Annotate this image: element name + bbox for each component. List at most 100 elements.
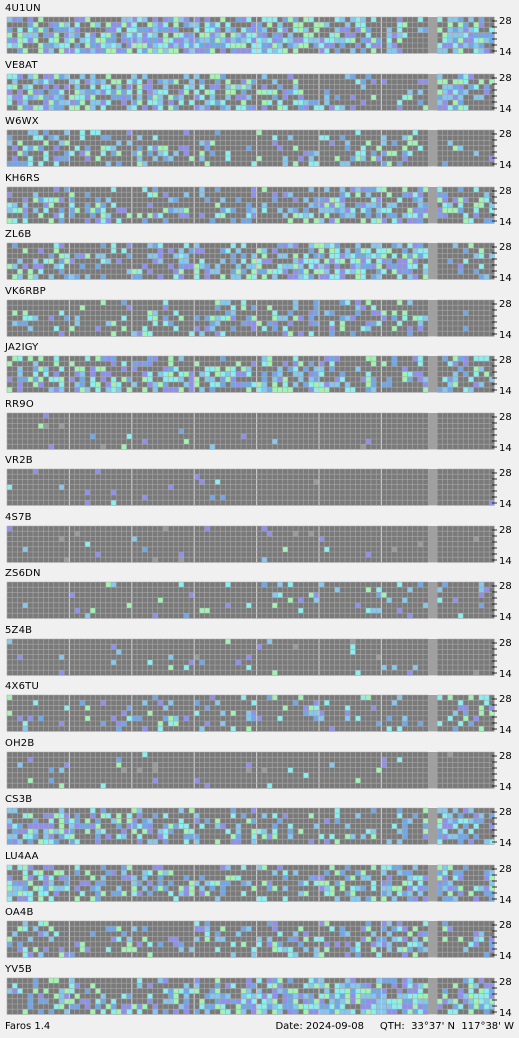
signal-cell [111,43,117,49]
signal-cell [287,17,293,23]
signal-cell [142,83,148,90]
signal-cell [267,936,273,942]
signal-cell [189,37,195,43]
signal-cell [183,839,189,845]
signal-cell [194,880,200,886]
signal-cell [69,104,75,110]
signal-cell [412,356,418,362]
axis-label-bottom: 14 [499,104,512,115]
signal-cell [282,269,288,275]
signal-cell [355,202,361,208]
signal-cell [442,808,448,814]
signal-cell [484,695,490,701]
signal-cell [272,43,278,49]
signal-cell [371,880,377,886]
grid-divider [428,73,438,110]
signal-cell [163,376,169,382]
signal-cell [230,258,236,264]
signal-cell [350,643,356,649]
signal-cell [152,695,158,701]
signal-cell [235,104,241,110]
signal-cell [173,721,179,727]
signal-cell [157,880,163,886]
beacon-panel: 28 14 VE8AT [0,59,519,116]
signal-cell [199,78,205,84]
signal-cell [458,37,464,43]
signal-cell [38,145,44,151]
signal-cell [163,525,169,531]
signal-cell [43,885,49,891]
signal-cell [256,382,262,388]
signal-cell [371,705,377,711]
signal-cell [79,941,85,947]
signal-cell [178,263,184,269]
signal-cell [220,890,226,896]
signal-cell [365,387,371,393]
signal-cell [173,823,179,829]
signal-cell [463,78,469,84]
signal-cell [95,89,101,95]
signal-cell [402,715,408,721]
signal-cell [371,78,377,84]
signal-cell [397,885,403,891]
signal-cell [402,253,408,259]
signal-cell [126,243,132,249]
signal-cell [261,813,267,819]
signal-cell [484,371,490,377]
signal-cell [391,700,397,706]
signal-cell [48,443,54,449]
signal-cell [360,217,366,223]
signal-cell [251,48,257,54]
signal-cell [313,382,319,388]
signal-cell [423,936,429,942]
signal-cell [468,376,474,382]
signal-cell [43,839,49,845]
signal-cell [437,890,443,896]
signal-cell [168,721,174,727]
signal-cell [194,936,200,942]
signal-cell [489,890,495,896]
signal-cell [43,834,49,840]
signal-cell [17,366,23,372]
signal-cell [152,309,158,316]
signal-cell [287,191,293,197]
signal-cell [355,43,361,49]
signal-cell [350,37,356,43]
signal-cell [447,104,453,110]
axis-label-top: 28 [499,16,512,27]
signal-cell [48,315,54,321]
signal-cell [478,202,484,208]
signal-cell [152,43,158,49]
signal-cell [298,695,304,701]
signal-cell [131,269,137,275]
signal-cell [381,140,387,146]
signal-cell [59,387,65,393]
signal-cell [131,366,137,372]
signal-cell [64,874,70,881]
signal-cell [85,202,91,208]
signal-cell [22,263,28,269]
signal-cell [126,813,132,819]
signal-cell [402,315,408,321]
signal-cell [308,150,314,156]
signal-cell [59,366,65,372]
signal-cell [282,546,288,552]
signal-cell [489,217,495,223]
signal-cell [168,37,174,43]
signal-cell [423,274,429,280]
signal-cell [371,864,377,870]
signal-cell [22,895,28,901]
signal-cell [371,43,377,49]
signal-cell [17,269,23,275]
signal-cell [74,17,80,23]
grid-divider [428,299,438,336]
signal-cell [100,874,106,881]
signal-cell [241,37,247,43]
signal-cell [251,32,257,38]
signal-cell [298,828,304,834]
signal-cell [381,248,387,254]
signal-cell [7,864,13,870]
signal-cell [272,320,278,326]
signal-cell [442,921,448,927]
signal-cell [48,387,54,393]
